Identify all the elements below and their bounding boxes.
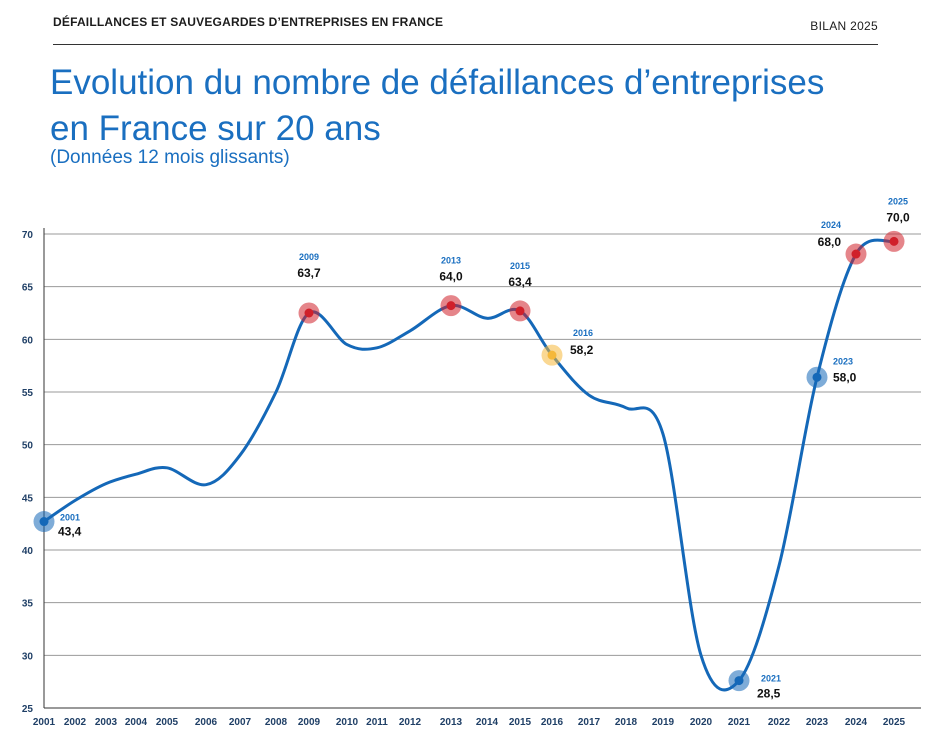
data-label-value: 28,5 (757, 687, 781, 701)
data-label-year: 2024 (821, 220, 841, 230)
x-tick-label: 2010 (336, 717, 359, 728)
data-point (39, 517, 49, 527)
y-tick-label: 55 (22, 388, 34, 399)
data-point-markers (33, 230, 905, 692)
data-label-year: 2001 (60, 513, 80, 523)
data-label-year: 2013 (441, 256, 461, 266)
data-label-value: 43,4 (58, 525, 82, 539)
data-point (446, 301, 456, 311)
data-label-value: 63,4 (508, 275, 532, 289)
x-tick-label: 2012 (399, 717, 422, 728)
x-tick-label: 2001 (33, 717, 56, 728)
x-axis-ticks: 2001 2002 2003 2004 2005 2006 2007 2008 2009 2010… (33, 717, 906, 728)
report-edition-label: BILAN 2025 (810, 19, 878, 33)
data-label-year: 2021 (761, 674, 781, 684)
y-tick-label: 40 (22, 546, 34, 557)
data-label-year: 2015 (510, 261, 530, 271)
y-tick-label: 25 (22, 704, 34, 715)
x-tick-label: 2014 (476, 717, 499, 728)
data-label-year: 2023 (833, 356, 853, 366)
y-axis-ticks: 25 30 35 40 45 50 55 60 65 70 (22, 230, 34, 715)
x-tick-label: 2019 (652, 717, 675, 728)
y-tick-label: 35 (22, 599, 34, 610)
x-tick-label: 2024 (845, 717, 868, 728)
x-tick-label: 2022 (768, 717, 791, 728)
data-point (304, 308, 314, 318)
y-tick-label: 70 (22, 230, 34, 241)
x-tick-label: 2025 (883, 717, 906, 728)
data-point (812, 372, 822, 382)
y-tick-label: 50 (22, 441, 34, 452)
chart-subtitle: (Données 12 mois glissants) (50, 147, 290, 168)
grid-lines (44, 233, 921, 656)
data-point (734, 676, 744, 686)
x-tick-label: 2020 (690, 717, 713, 728)
x-tick-label: 2017 (578, 717, 601, 728)
x-tick-label: 2023 (806, 717, 829, 728)
header-divider (53, 44, 878, 45)
data-label-value: 64,0 (439, 270, 463, 284)
data-point (547, 350, 557, 360)
x-tick-label: 2006 (195, 717, 218, 728)
x-tick-label: 2015 (509, 717, 532, 728)
y-tick-label: 45 (22, 493, 34, 504)
x-tick-label: 2018 (615, 717, 638, 728)
y-tick-label: 30 (22, 651, 34, 662)
series-line (42, 238, 896, 692)
axes (43, 228, 921, 709)
chart-title: Evolution du nombre de défaillances d’en… (50, 63, 825, 148)
data-labels: 2001 43,4 2009 63,7 2013 64,0 2015 63,4 2016 58,2… (58, 196, 910, 700)
y-tick-label: 60 (22, 335, 34, 346)
data-point (889, 236, 899, 246)
x-tick-label: 2009 (298, 717, 321, 728)
x-tick-label: 2021 (728, 717, 751, 728)
data-label-year: 2025 (888, 196, 908, 206)
data-label-value: 68,0 (818, 235, 842, 249)
data-label-value: 70,0 (886, 210, 910, 224)
x-tick-label: 2004 (125, 717, 148, 728)
x-tick-label: 2005 (156, 717, 179, 728)
data-label-value: 58,0 (833, 370, 857, 384)
data-point (851, 249, 861, 259)
x-tick-label: 2013 (440, 717, 463, 728)
report-section-title: DÉFAILLANCES ET SAUVEGARDES D’ENTREPRISE… (53, 15, 444, 29)
x-tick-label: 2008 (265, 717, 288, 728)
data-label-year: 2009 (299, 252, 319, 262)
x-tick-label: 2002 (64, 717, 87, 728)
data-label-year: 2016 (573, 328, 593, 338)
data-point (515, 306, 525, 316)
x-tick-label: 2011 (366, 717, 388, 728)
data-label-value: 58,2 (570, 343, 594, 357)
x-tick-label: 2016 (541, 717, 564, 728)
data-label-value: 63,7 (297, 266, 321, 280)
y-tick-label: 65 (22, 283, 34, 294)
x-tick-label: 2003 (95, 717, 118, 728)
x-tick-label: 2007 (229, 717, 252, 728)
